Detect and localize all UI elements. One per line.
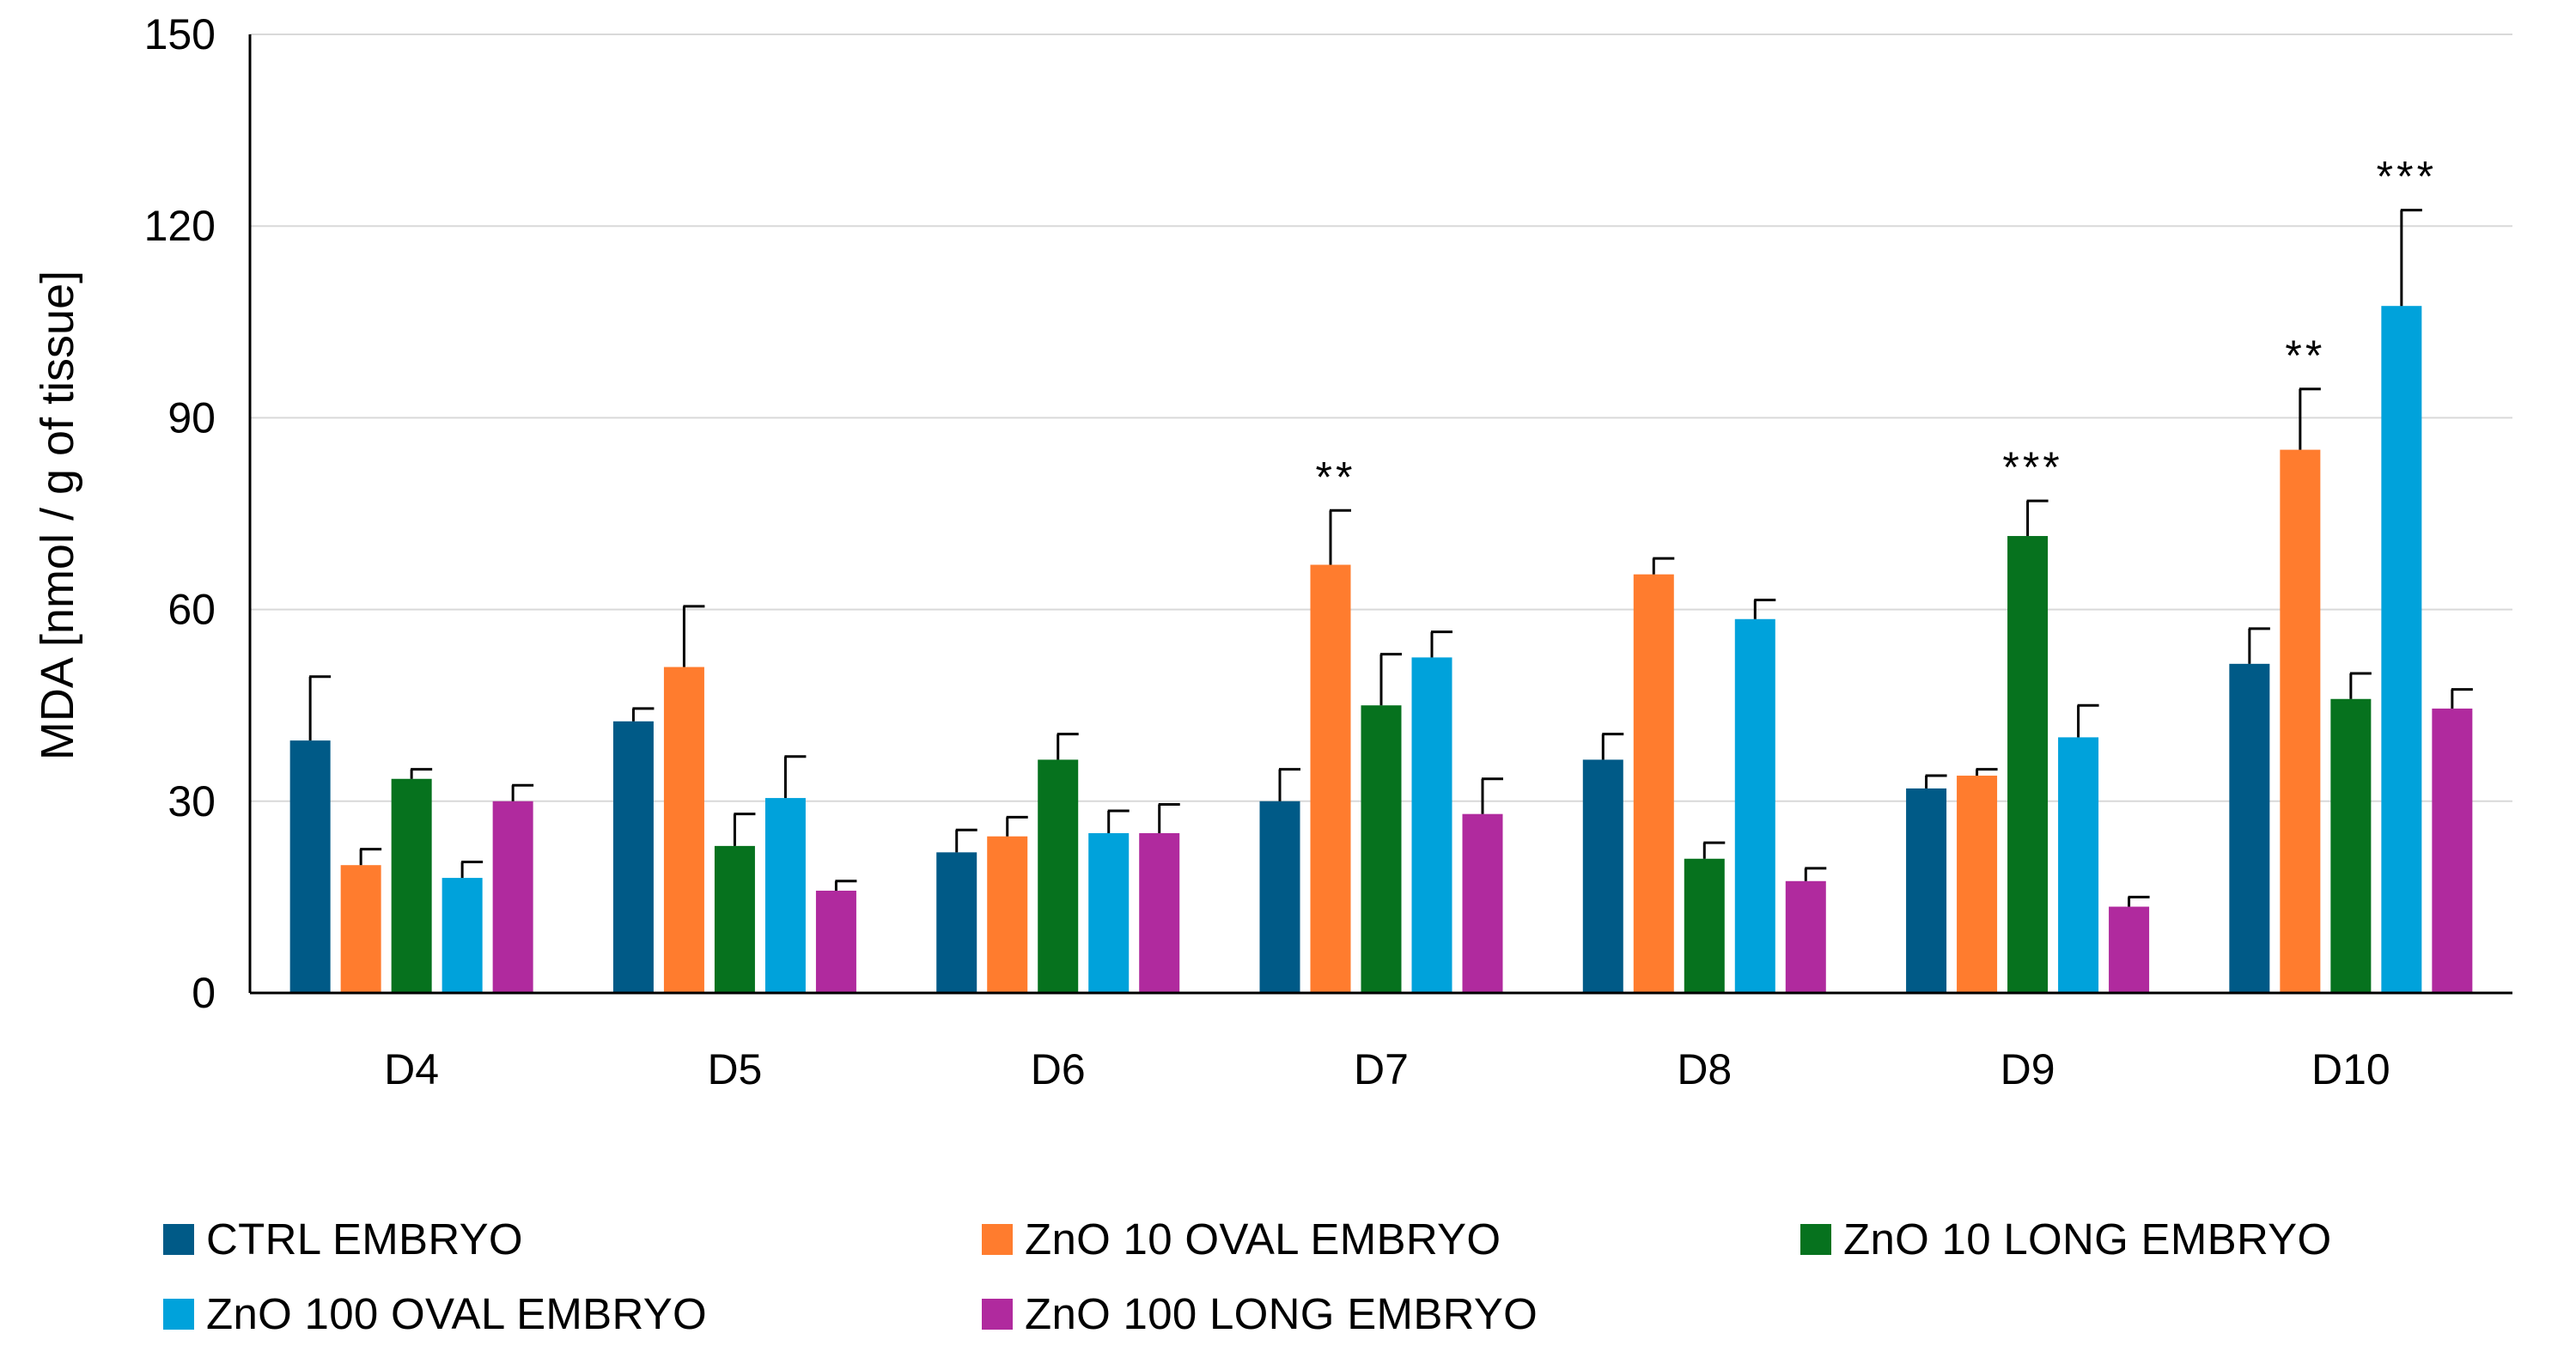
bar — [987, 836, 1028, 993]
bar — [442, 878, 483, 993]
bar — [1259, 801, 1300, 993]
y-tick-label: 150 — [144, 10, 216, 58]
bar — [936, 852, 977, 993]
y-tick-label: 120 — [144, 202, 216, 250]
bar — [2007, 536, 2049, 993]
bars — [289, 306, 2473, 993]
bar — [663, 667, 704, 993]
labels: ** ******** — [1316, 153, 2437, 502]
bar — [815, 890, 856, 993]
bar — [1957, 776, 1998, 993]
bar — [492, 801, 533, 993]
bar — [1310, 564, 1351, 993]
gridlines — [250, 33, 2512, 802]
bar — [2432, 708, 2473, 993]
bar — [2330, 698, 2372, 993]
bar — [2229, 663, 2270, 993]
bar — [612, 721, 654, 993]
bar — [2058, 737, 2099, 993]
y-tick-label: 0 — [192, 969, 216, 1017]
bar — [764, 798, 806, 993]
bar — [2109, 906, 2150, 993]
bar — [1582, 759, 1623, 993]
x-tick-label: D9 — [2001, 1045, 2055, 1093]
bar — [2280, 449, 2321, 993]
significance-label: *** — [2002, 443, 2062, 491]
bar — [1139, 833, 1180, 993]
significance-label: ** — [1316, 453, 1356, 501]
axes: 0 30 60 90 120 150 D4 D5 D6 D7 D8 D9 D10 — [144, 10, 2512, 1093]
significance-label: ** — [2285, 332, 2325, 380]
significance-label: *** — [2377, 153, 2437, 201]
bar — [1684, 858, 1725, 993]
bar — [714, 845, 755, 993]
bar — [1411, 657, 1452, 993]
x-tick-label: D4 — [384, 1045, 439, 1093]
bar — [391, 778, 432, 993]
x-tick-label: D10 — [2311, 1045, 2390, 1093]
x-tick-label: D8 — [1677, 1045, 1732, 1093]
bar — [1038, 759, 1079, 993]
y-tick-label: 60 — [167, 586, 216, 634]
error-bars — [308, 209, 2473, 907]
bar — [1462, 813, 1503, 993]
bar — [1734, 618, 1775, 993]
bar — [2381, 306, 2422, 993]
x-tick-label: D5 — [707, 1045, 762, 1093]
y-tick-label: 90 — [167, 393, 216, 441]
bar — [1785, 880, 1826, 993]
bar — [1088, 833, 1130, 993]
bar — [340, 865, 381, 993]
x-tick-label: D7 — [1354, 1045, 1409, 1093]
y-axis-label: MDA [nmol / g of tissue] — [32, 271, 83, 760]
bar — [1906, 788, 1947, 993]
bar — [1633, 574, 1674, 993]
y-tick-label: 30 — [167, 777, 216, 825]
x-tick-label: D6 — [1031, 1045, 1086, 1093]
bar — [1361, 705, 1402, 993]
bar — [289, 740, 331, 993]
